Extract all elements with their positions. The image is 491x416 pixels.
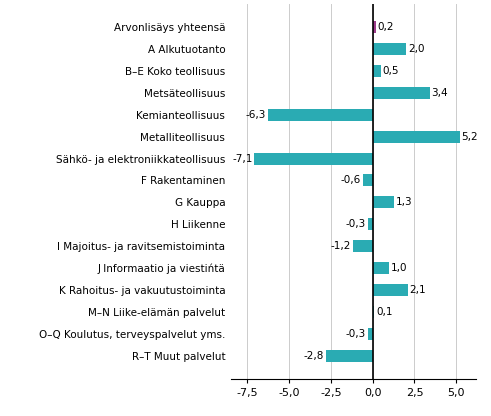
Text: -7,1: -7,1 [232, 154, 252, 163]
Bar [363, 174, 373, 186]
Text: -1,2: -1,2 [330, 241, 351, 251]
Bar [268, 109, 373, 121]
Text: -0,3: -0,3 [346, 329, 366, 339]
Bar [326, 349, 373, 362]
Text: -0,6: -0,6 [341, 176, 361, 186]
Bar [373, 65, 381, 77]
Text: -6,3: -6,3 [246, 110, 266, 120]
Text: 1,0: 1,0 [391, 263, 408, 273]
Text: 5,2: 5,2 [461, 131, 478, 141]
Bar [373, 131, 460, 143]
Bar [373, 196, 394, 208]
Bar [373, 87, 430, 99]
Bar [373, 306, 375, 318]
Bar [373, 262, 389, 274]
Text: 2,1: 2,1 [409, 285, 426, 295]
Text: 3,4: 3,4 [431, 88, 448, 98]
Text: -2,8: -2,8 [304, 351, 324, 361]
Bar [254, 153, 373, 165]
Text: 2,0: 2,0 [408, 44, 424, 54]
Bar [373, 43, 406, 55]
Bar [373, 21, 376, 33]
Text: 1,3: 1,3 [396, 197, 413, 207]
Text: 0,2: 0,2 [378, 22, 394, 32]
Bar [373, 284, 408, 296]
Text: 0,5: 0,5 [383, 66, 399, 76]
Text: 0,1: 0,1 [376, 307, 393, 317]
Bar [368, 218, 373, 230]
Bar [353, 240, 373, 252]
Bar [368, 328, 373, 339]
Text: -0,3: -0,3 [346, 219, 366, 229]
